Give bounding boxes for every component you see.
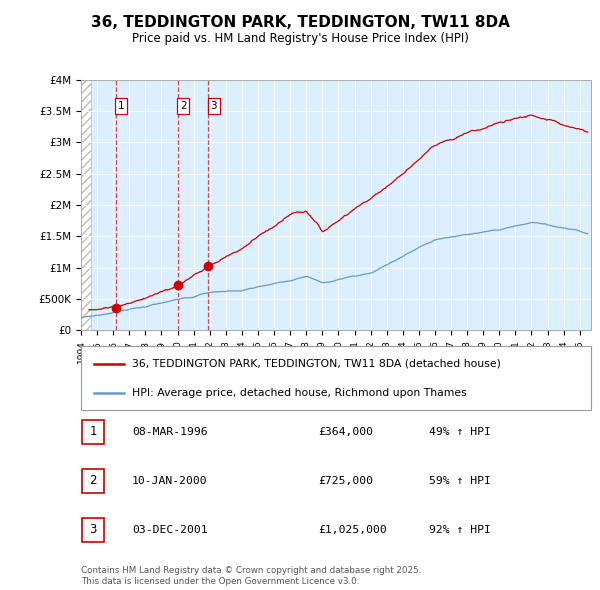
Text: 03-DEC-2001: 03-DEC-2001	[132, 525, 208, 535]
FancyBboxPatch shape	[82, 518, 104, 542]
Text: £364,000: £364,000	[318, 427, 373, 437]
Text: Contains HM Land Registry data © Crown copyright and database right 2025.
This d: Contains HM Land Registry data © Crown c…	[81, 566, 421, 586]
Text: 2: 2	[180, 101, 187, 111]
FancyBboxPatch shape	[82, 420, 104, 444]
Text: 2: 2	[89, 474, 97, 487]
Text: HPI: Average price, detached house, Richmond upon Thames: HPI: Average price, detached house, Rich…	[132, 388, 467, 398]
Text: 3: 3	[211, 101, 217, 111]
Text: 49% ↑ HPI: 49% ↑ HPI	[429, 427, 491, 437]
FancyBboxPatch shape	[82, 469, 104, 493]
Text: 36, TEDDINGTON PARK, TEDDINGTON, TW11 8DA: 36, TEDDINGTON PARK, TEDDINGTON, TW11 8D…	[91, 15, 509, 30]
Text: £725,000: £725,000	[318, 476, 373, 486]
Text: £1,025,000: £1,025,000	[318, 525, 387, 535]
Text: 1: 1	[118, 101, 125, 111]
Text: 3: 3	[89, 523, 97, 536]
Bar	[81, 80, 91, 330]
Text: 59% ↑ HPI: 59% ↑ HPI	[429, 476, 491, 486]
Text: Price paid vs. HM Land Registry's House Price Index (HPI): Price paid vs. HM Land Registry's House …	[131, 32, 469, 45]
Text: 92% ↑ HPI: 92% ↑ HPI	[429, 525, 491, 535]
Text: 36, TEDDINGTON PARK, TEDDINGTON, TW11 8DA (detached house): 36, TEDDINGTON PARK, TEDDINGTON, TW11 8D…	[132, 359, 501, 369]
Text: 1: 1	[89, 425, 97, 438]
Text: 10-JAN-2000: 10-JAN-2000	[132, 476, 208, 486]
FancyBboxPatch shape	[81, 346, 591, 410]
Text: 08-MAR-1996: 08-MAR-1996	[132, 427, 208, 437]
